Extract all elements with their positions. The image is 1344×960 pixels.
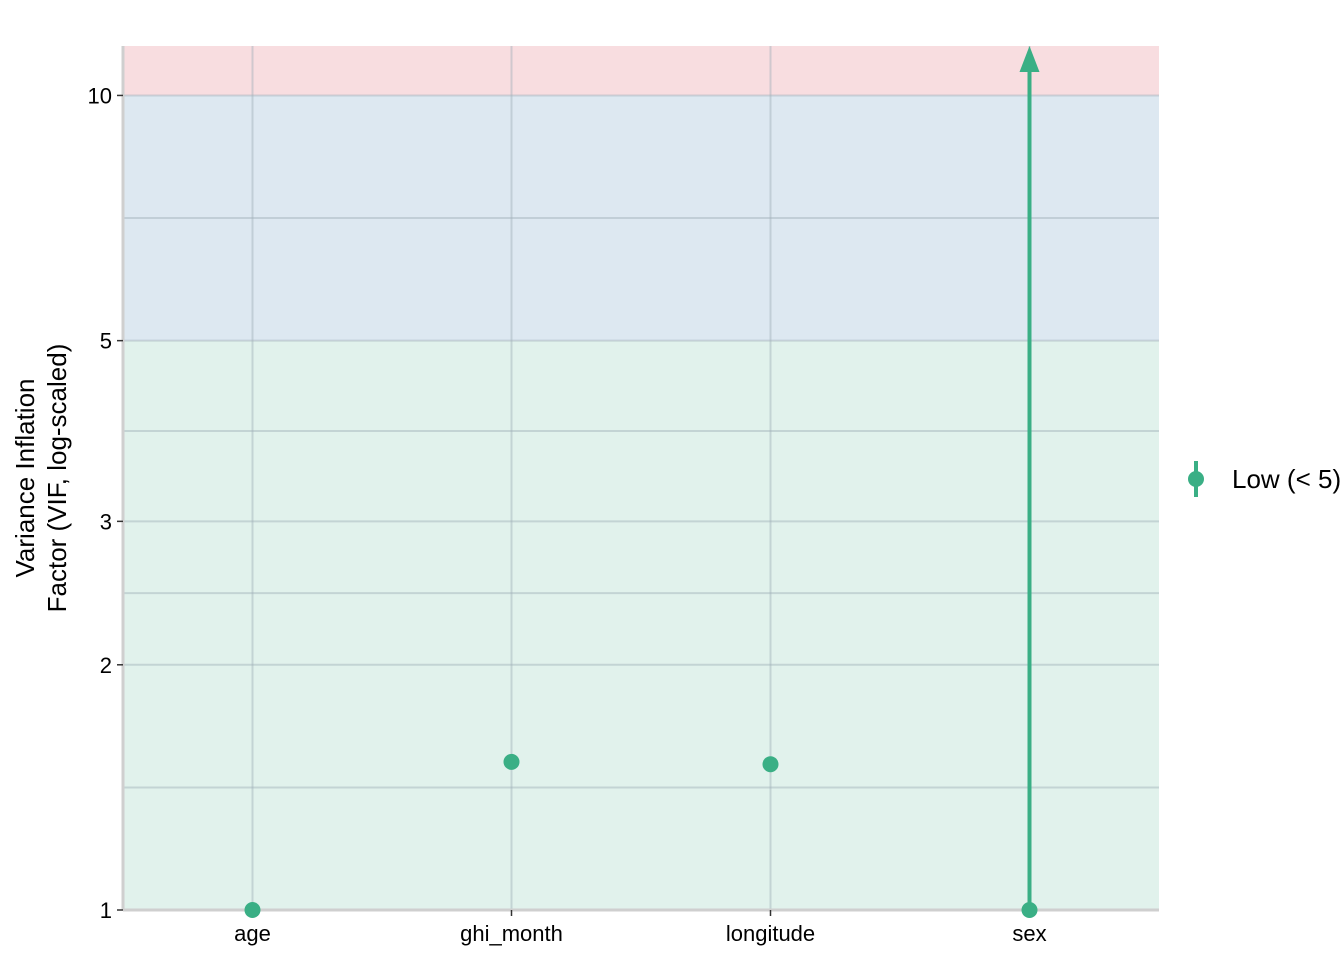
legend-key-point: [1188, 471, 1204, 487]
legend: Low (< 5): [1188, 461, 1341, 497]
y-axis-title: Variance Inflation Factor (VIF, log-scal…: [10, 344, 72, 613]
band-low: [123, 340, 1159, 911]
y-tick-labels: 1 2 3 5 10: [88, 83, 112, 923]
y-tick-label: 3: [100, 509, 112, 534]
y-tick-label: 10: [88, 83, 112, 108]
band-high: [123, 46, 1159, 96]
bands-layer: [123, 46, 1159, 911]
y-tick-label: 1: [100, 898, 112, 923]
x-tick-label-ghi_month: ghi_month: [460, 921, 563, 946]
y-axis-title-line-1: Variance Inflation: [10, 379, 40, 578]
point-ghi_month: [503, 753, 520, 770]
axis-layer: [117, 46, 1159, 916]
legend-label-low: Low (< 5): [1232, 464, 1341, 494]
ci-arrow-sex: [1019, 46, 1040, 72]
band-moderate: [123, 95, 1159, 341]
x-tick-label-age: age: [234, 921, 271, 946]
x-tick-labels: age ghi_month longitude sex: [234, 921, 1046, 946]
point-age: [244, 902, 261, 918]
marks-layer: [244, 46, 1040, 918]
x-tick-label-longitude: longitude: [726, 921, 815, 946]
point-sex: [1021, 902, 1038, 918]
y-tick-label: 5: [100, 329, 112, 354]
point-longitude: [762, 756, 779, 773]
y-tick-label: 2: [100, 653, 112, 678]
x-tick-label-sex: sex: [1012, 921, 1046, 946]
y-axis-title-line-2: Factor (VIF, log-scaled): [42, 344, 72, 613]
